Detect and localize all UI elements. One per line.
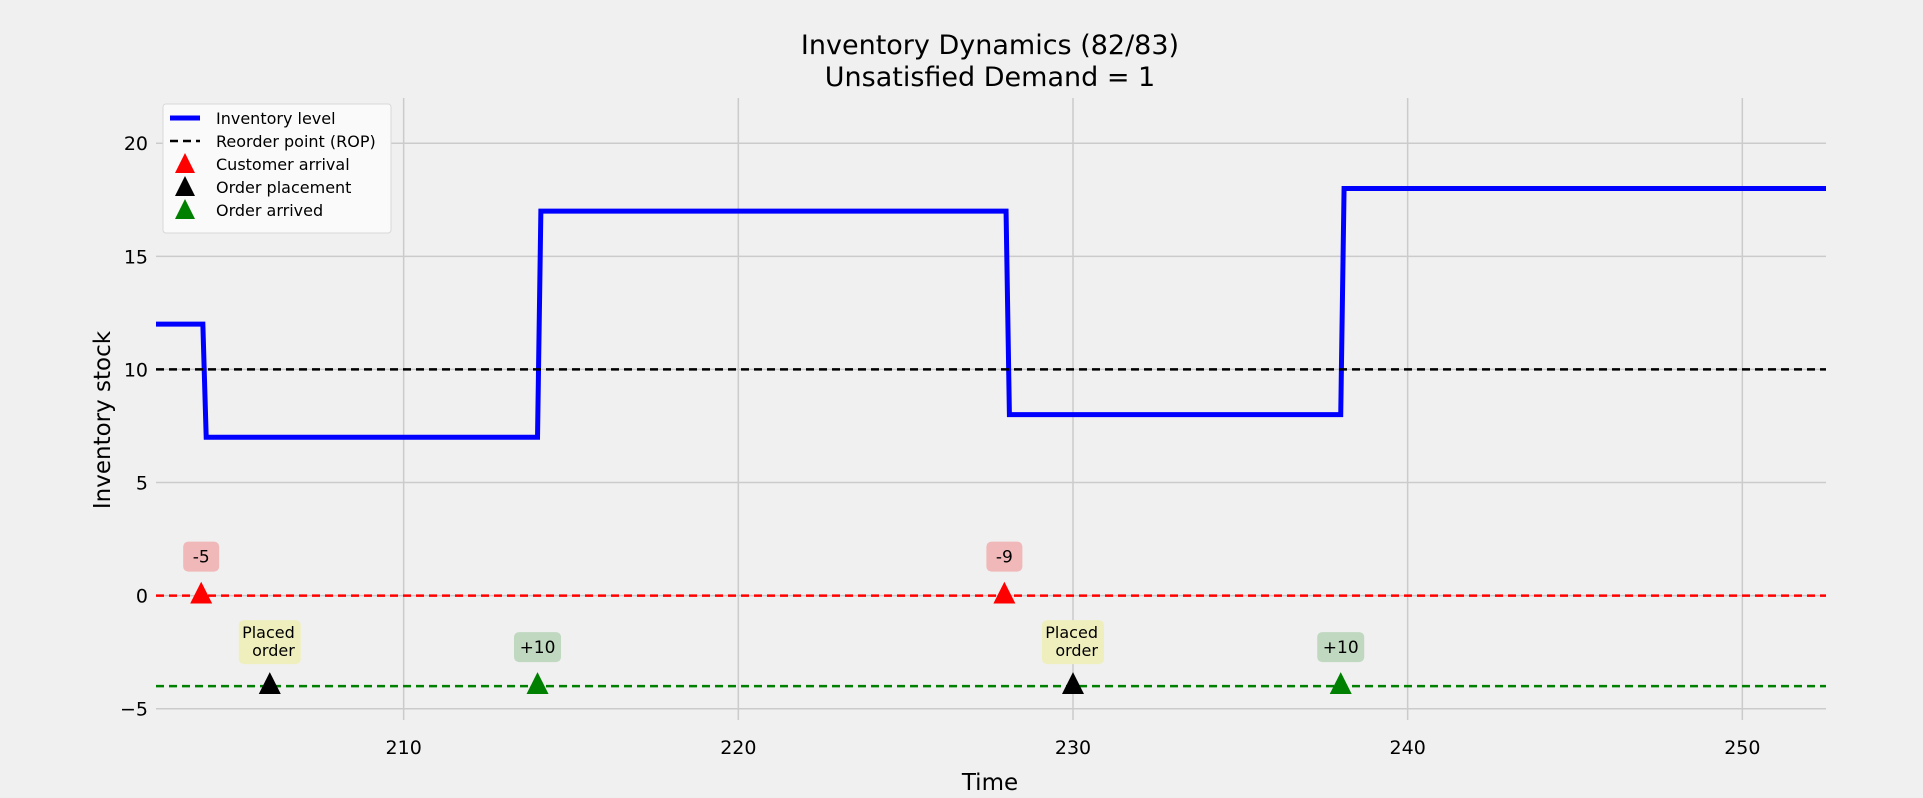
chart-title: Inventory Dynamics (82/83) bbox=[801, 30, 1179, 61]
legend-entry: Reorder point (ROP) bbox=[216, 132, 376, 151]
series-lines bbox=[156, 185, 1826, 440]
annotation-box bbox=[1317, 632, 1365, 663]
annotation-label: +10 bbox=[520, 638, 556, 658]
y-tick-label: 20 bbox=[124, 133, 148, 155]
x-tick-label: 210 bbox=[386, 737, 422, 759]
legend-swatch-triangle bbox=[175, 199, 195, 219]
legend: Inventory level Reorder point (ROP) Custom… bbox=[162, 103, 392, 234]
marker-order-arrived bbox=[1329, 672, 1352, 694]
legend-entry: Order placement bbox=[216, 178, 351, 197]
y-axis: −5 0 5 10 15 20 bbox=[120, 133, 148, 720]
annotation-label: Placed order bbox=[242, 623, 295, 660]
marker-customer-arrival bbox=[190, 581, 213, 604]
legend-swatch-triangle bbox=[175, 176, 195, 196]
legend-entry: Customer arrival bbox=[216, 155, 350, 174]
marker-order-placement bbox=[258, 672, 281, 694]
annotation-line: +10 bbox=[1323, 638, 1359, 658]
annotation-line: Placed bbox=[1045, 623, 1098, 642]
legend-entry: Order arrived bbox=[216, 201, 323, 220]
y-tick-label: 5 bbox=[136, 473, 148, 495]
reference-lines bbox=[156, 594, 1826, 688]
annotation-line: -9 bbox=[996, 548, 1013, 568]
y-tick-label: −5 bbox=[120, 699, 148, 721]
annotation-box bbox=[183, 541, 220, 572]
marker-customer-arrival bbox=[993, 581, 1016, 604]
annotation-box bbox=[986, 541, 1023, 572]
annotation-line: order bbox=[1055, 641, 1098, 660]
x-axis: 210 220 230 240 250 bbox=[386, 737, 1761, 759]
annotation-box bbox=[238, 620, 301, 665]
legend-swatch-triangle bbox=[175, 153, 195, 173]
legend-box bbox=[162, 103, 392, 234]
annotation-line: -5 bbox=[193, 548, 210, 568]
annotation-label: -9 bbox=[996, 548, 1013, 568]
x-tick-label: 220 bbox=[720, 737, 756, 759]
y-tick-label: 10 bbox=[124, 359, 148, 381]
x-tick-label: 240 bbox=[1390, 737, 1426, 759]
annotation-label: +10 bbox=[1323, 638, 1359, 658]
marker-order-placement bbox=[1061, 672, 1084, 694]
x-tick-label: 250 bbox=[1724, 737, 1760, 759]
chart-subtitle: Unsatisfied Demand = 1 bbox=[825, 62, 1155, 93]
y-axis-label: Inventory stock bbox=[90, 330, 116, 509]
marker-order-arrived bbox=[526, 672, 549, 694]
x-tick-label: 230 bbox=[1055, 737, 1091, 759]
annotation-box bbox=[514, 632, 562, 663]
annotation-line: +10 bbox=[520, 638, 556, 658]
inventory-line bbox=[156, 185, 1826, 440]
y-tick-label: 0 bbox=[136, 586, 148, 608]
y-tick-label: 15 bbox=[124, 246, 148, 268]
annotation-line: Placed bbox=[242, 623, 295, 642]
annotation-label: Placed order bbox=[1045, 623, 1098, 660]
annotation-line: order bbox=[252, 641, 295, 660]
x-axis-label: Time bbox=[961, 770, 1018, 796]
grid bbox=[156, 98, 1826, 720]
legend-entry: Inventory level bbox=[216, 109, 336, 128]
annotation-box bbox=[1041, 620, 1104, 665]
annotation-label: -5 bbox=[193, 548, 210, 568]
